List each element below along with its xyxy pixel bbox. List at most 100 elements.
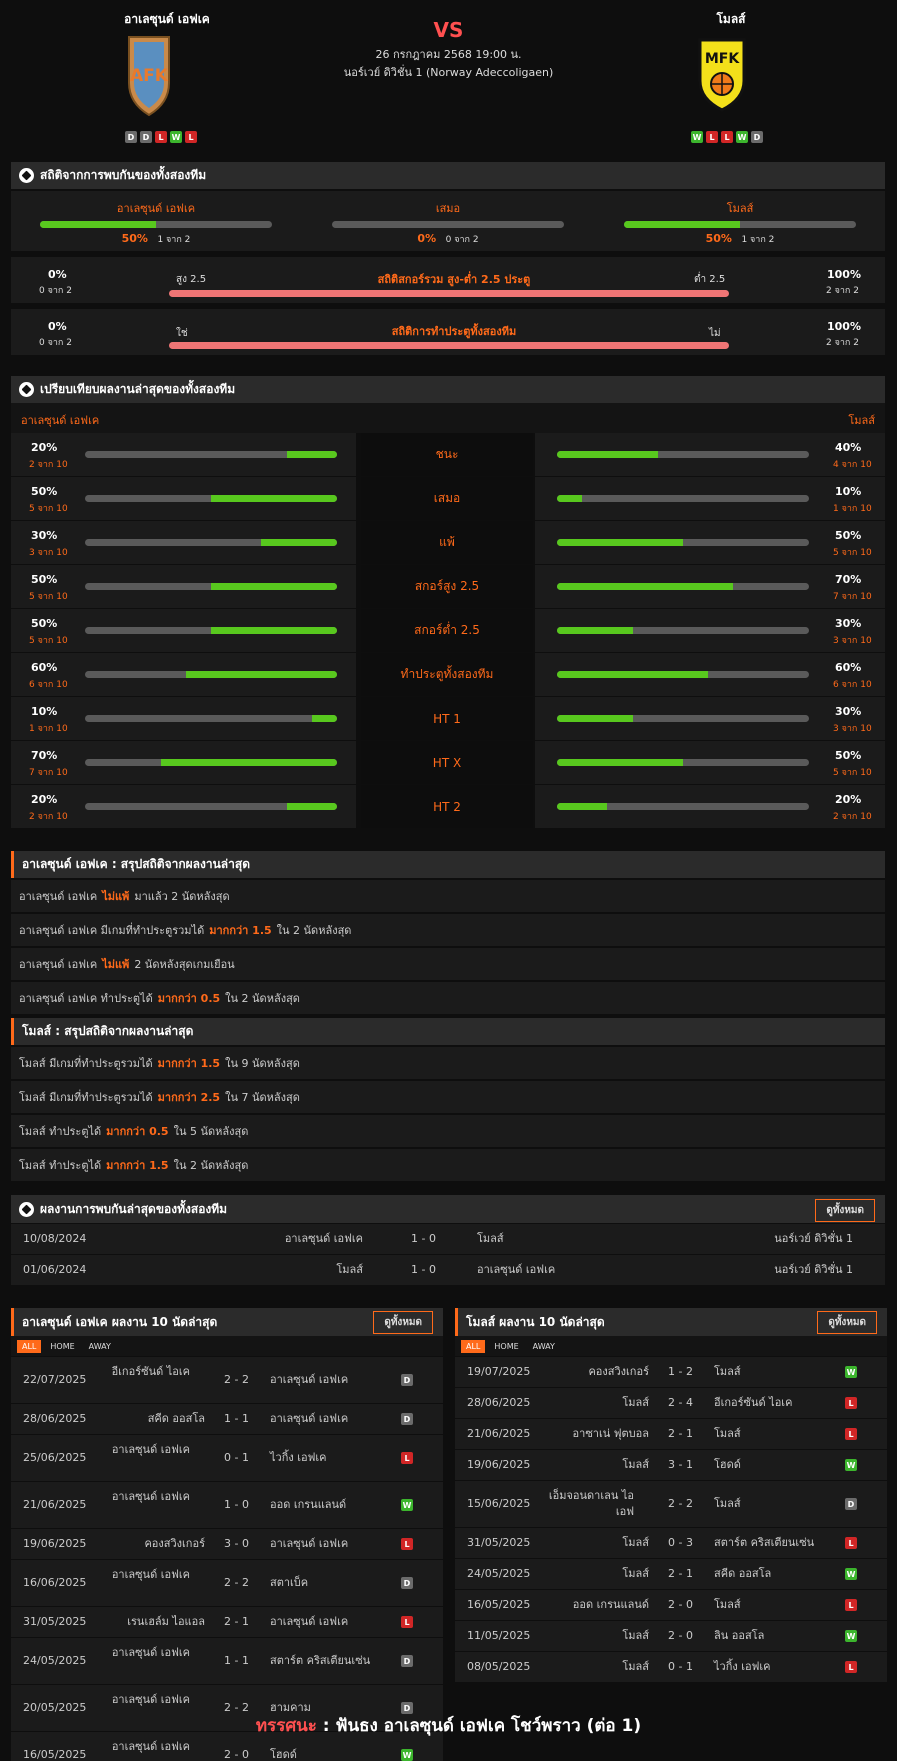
view-all-button[interactable]: ดูทั้งหมด — [373, 1311, 433, 1334]
h2h-draw-sub: 0 จาก 2 — [445, 235, 479, 245]
away-team[interactable]: สตาร์ต คริสเตียนเซ่น — [714, 1536, 815, 1549]
home-team[interactable]: คองสวิงเกอร์ — [588, 1365, 649, 1378]
away-team[interactable]: โฮดด์ — [270, 1748, 297, 1761]
home-team[interactable]: โมลส์ — [622, 1629, 649, 1642]
table-row[interactable]: 10/08/2024 อาเลซุนด์ เอฟเค 1 - 0 โมลส์ นอร์เ… — [11, 1224, 885, 1254]
home-team[interactable]: อาเลซุนด์ เอฟเค — [111, 1693, 190, 1706]
home-team[interactable]: โมลส์ — [622, 1396, 649, 1409]
compare-away-sub: 6 จาก 10 — [833, 680, 872, 690]
table-row[interactable]: 19/06/2025 คองสวิงเกอร์ 3 - 0 อาเลซุนด์ เอฟ… — [11, 1529, 443, 1559]
table-row[interactable]: 31/05/2025 โมลส์ 0 - 3 สตาร์ต คริสเตียนเซ่น… — [455, 1528, 887, 1558]
compare-row-home: 30% 3 จาก 10 — [11, 521, 356, 564]
away-team[interactable]: โมลส์ — [714, 1365, 741, 1378]
view-all-button[interactable]: ดูทั้งหมด — [817, 1311, 877, 1334]
away-team[interactable]: โมลส์ — [477, 1232, 504, 1245]
away-team-logo[interactable]: MFK — [697, 37, 747, 113]
table-row[interactable]: 21/06/2025 อาเลซุนด์ เอฟเค 1 - 0 ออด เกรนแล… — [11, 1482, 443, 1528]
table-row[interactable]: 28/06/2025 โมลส์ 2 - 4 อีเกอร์ซันด์ ไอเค L — [455, 1388, 887, 1418]
verdict-text: ฟันธง อาเลซุนด์ เอฟเค โชว์พราว (ต่อ 1) — [335, 1716, 642, 1736]
table-row[interactable]: 25/06/2025 อาเลซุนด์ เอฟเค 0 - 1 ไวกิ้ง เอฟ… — [11, 1435, 443, 1481]
away-team[interactable]: สตาร์ต คริสเตียนเซ่น — [270, 1654, 371, 1667]
table-row[interactable]: 15/06/2025 เอ็มจอนดาเลน ไอเอฟ 2 - 2 โมลส์ D — [455, 1481, 887, 1527]
table-row[interactable]: 19/06/2025 โมลส์ 3 - 1 โฮดด์ W — [455, 1450, 887, 1480]
home-team[interactable]: โมลส์ — [622, 1567, 649, 1580]
table-row[interactable]: 16/06/2025 อาเลซุนด์ เอฟเค 2 - 2 สตาเบ็ค D — [11, 1560, 443, 1606]
away-team[interactable]: โมลส์ — [714, 1497, 741, 1510]
away-team[interactable]: ฮามคาม — [270, 1701, 311, 1714]
table-row[interactable]: 16/05/2025 อาเลซุนด์ เอฟเค 2 - 0 โฮดด์ W — [11, 1732, 443, 1761]
match-league[interactable]: นอร์เวย์ ดิวิชั่น 1 (Norway Adeccoligaen… — [343, 66, 554, 79]
form-badge: W — [170, 131, 182, 143]
table-row[interactable]: 11/05/2025 โมลส์ 2 - 0 ลิน ออสโล W — [455, 1621, 887, 1651]
home-team[interactable]: เอ็มจอนดาเลน ไอเอฟ — [548, 1489, 634, 1518]
home-team[interactable]: อีเกอร์ซันด์ ไอเค — [111, 1365, 190, 1378]
table-row[interactable]: 24/05/2025 โมลส์ 2 - 1 สคีด ออสโล W — [455, 1559, 887, 1589]
home-team[interactable]: อาเลซุนด์ เอฟเค — [111, 1568, 190, 1581]
match-date: 28/06/2025 — [467, 1396, 531, 1409]
match-score: 0 - 1 — [224, 1451, 249, 1464]
away-team[interactable]: ไวกิ้ง เอฟเค — [714, 1660, 771, 1673]
table-row[interactable]: 01/06/2024 โมลส์ 1 - 0 อาเลซุนด์ เอฟเค นอร์เ… — [11, 1255, 885, 1285]
home-team-logo[interactable]: AFK — [126, 33, 172, 117]
away-team[interactable]: โมลส์ — [714, 1598, 741, 1611]
away-team[interactable]: ลิน ออสโล — [714, 1629, 765, 1642]
away-team[interactable]: ไวกิ้ง เอฟเค — [270, 1451, 327, 1464]
table-row[interactable]: 20/05/2025 อาเลซุนด์ เอฟเค 2 - 2 ฮามคาม D — [11, 1685, 443, 1731]
away-team[interactable]: สคีด ออสโล — [714, 1567, 772, 1580]
home-team[interactable]: อาเลซุนด์ เอฟเค — [111, 1490, 190, 1503]
view-all-button[interactable]: ดูทั้งหมด — [815, 1199, 875, 1222]
verdict: ทรรศนะ : ฟันธง อาเลซุนด์ เอฟเค โชว์พราว … — [0, 1712, 897, 1739]
home-team[interactable]: สคีด ออสโล — [147, 1412, 205, 1425]
home-team[interactable]: อาซาเน่ ฟุตบอล — [572, 1427, 649, 1440]
away-team[interactable]: อาเลซุนด์ เอฟเค — [270, 1373, 349, 1386]
table-row[interactable]: 21/06/2025 อาซาเน่ ฟุตบอล 2 - 1 โมลส์ L — [455, 1419, 887, 1449]
tab-home[interactable]: HOME — [494, 1341, 519, 1351]
home-team-name[interactable]: อาเลซุนด์ เอฟเค — [124, 12, 210, 26]
match-date: 28/06/2025 — [23, 1412, 87, 1425]
table-row[interactable]: 24/05/2025 อาเลซุนด์ เอฟเค 1 - 1 สตาร์ต คริ… — [11, 1638, 443, 1684]
result-badge: D — [845, 1498, 857, 1510]
tab-all[interactable]: ALL — [461, 1339, 486, 1353]
home-team[interactable]: อาเลซุนด์ เอฟเค — [111, 1646, 190, 1659]
tab-away[interactable]: AWAY — [532, 1341, 555, 1351]
compare-home-pct: 50% — [31, 617, 58, 630]
home-team[interactable]: โมลส์ — [336, 1263, 363, 1276]
away-team[interactable]: โมลส์ — [714, 1427, 741, 1440]
home-team[interactable]: โมลส์ — [622, 1536, 649, 1549]
home-team[interactable]: อาเลซุนด์ เอฟเค — [284, 1232, 363, 1245]
tab-all[interactable]: ALL — [17, 1339, 42, 1353]
table-row[interactable]: 22/07/2025 อีเกอร์ซันด์ ไอเค 2 - 2 อาเลซุนด… — [11, 1357, 443, 1403]
home-team[interactable]: โมลส์ — [622, 1458, 649, 1471]
away-team[interactable]: อาเลซุนด์ เอฟเค — [270, 1615, 349, 1628]
table-row[interactable]: 08/05/2025 โมลส์ 0 - 1 ไวกิ้ง เอฟเค L — [455, 1652, 887, 1682]
home-team[interactable]: ออด เกรนแลนด์ — [572, 1598, 649, 1611]
away-team[interactable]: อาเลซุนด์ เอฟเค — [270, 1537, 349, 1550]
tab-away[interactable]: AWAY — [88, 1341, 111, 1351]
match-score: 1 - 2 — [668, 1365, 693, 1378]
away-team[interactable]: อาเลซุนด์ เอฟเค — [270, 1412, 349, 1425]
home-team[interactable]: คองสวิงเกอร์ — [144, 1537, 205, 1550]
home-team[interactable]: อาเลซุนด์ เอฟเค — [111, 1740, 190, 1753]
compare-row-away: 30% 3 จาก 10 — [535, 697, 885, 740]
away-team[interactable]: อาเลซุนด์ เอฟเค — [477, 1263, 556, 1276]
match-date: 01/06/2024 — [23, 1263, 87, 1276]
home-team[interactable]: โมลส์ — [622, 1660, 649, 1673]
table-row[interactable]: 28/06/2025 สคีด ออสโล 1 - 1 อาเลซุนด์ เอฟเค… — [11, 1404, 443, 1434]
away-team[interactable]: สตาเบ็ค — [270, 1576, 309, 1589]
tab-home[interactable]: HOME — [50, 1341, 75, 1351]
table-row[interactable]: 31/05/2025 เรนเฮล์ม ไอแอล 2 - 1 อาเลซุนด์ เ… — [11, 1607, 443, 1637]
away-team[interactable]: โฮดด์ — [714, 1458, 741, 1471]
compare-away-pct: 30% — [835, 617, 862, 630]
compare-away-pct: 50% — [835, 529, 862, 542]
home-team[interactable]: อาเลซุนด์ เอฟเค — [111, 1443, 190, 1456]
compare-row-home: 50% 5 จาก 10 — [11, 565, 356, 608]
home-team[interactable]: เรนเฮล์ม ไอแอล — [127, 1615, 205, 1628]
form-badge: L — [155, 131, 167, 143]
away-team-name[interactable]: โมลส์ — [716, 12, 746, 26]
away-team[interactable]: ออด เกรนแลนด์ — [270, 1498, 347, 1511]
table-row[interactable]: 19/07/2025 คองสวิงเกอร์ 1 - 2 โมลส์ W — [455, 1357, 887, 1387]
away-team[interactable]: อีเกอร์ซันด์ ไอเค — [714, 1396, 793, 1409]
table-row[interactable]: 16/05/2025 ออด เกรนแลนด์ 2 - 0 โมลส์ L — [455, 1590, 887, 1620]
match-score: 2 - 1 — [224, 1615, 249, 1628]
